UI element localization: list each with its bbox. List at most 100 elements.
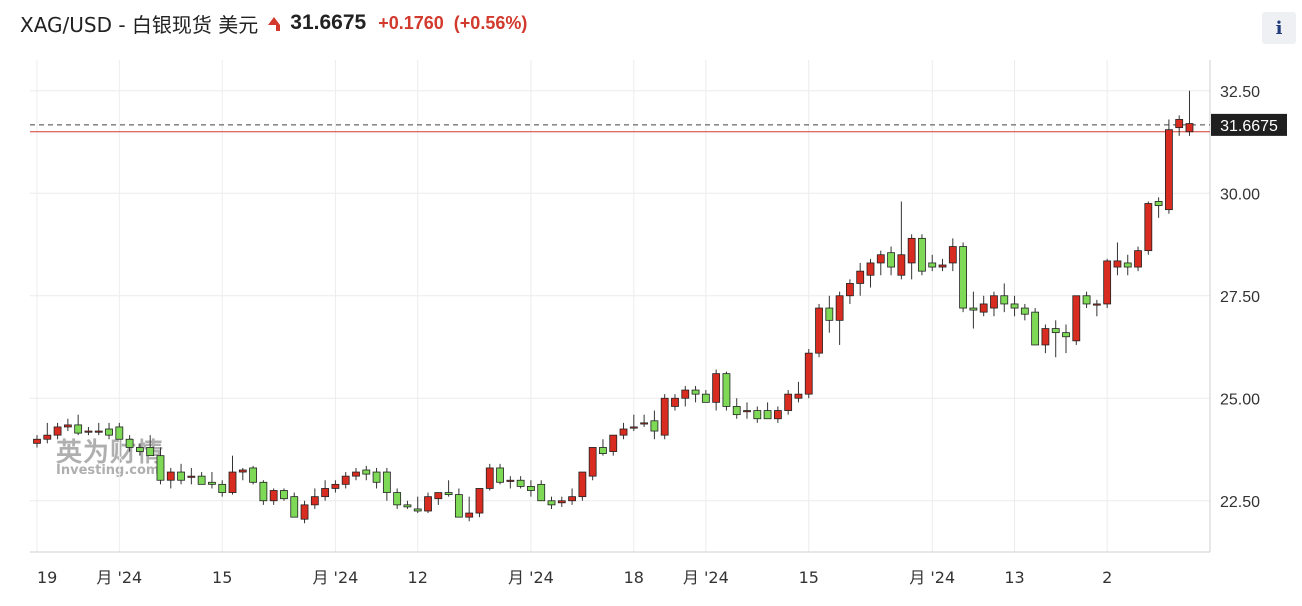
candle-body-up: [619, 428, 628, 436]
x-tick-label: 18: [624, 568, 644, 587]
candle-body-down: [650, 420, 659, 432]
candle: [1154, 197, 1163, 218]
candle: [516, 476, 525, 489]
candle: [166, 467, 175, 489]
candle-body-up: [794, 393, 803, 399]
candle: [1185, 90, 1194, 136]
candle-body-down: [393, 492, 402, 506]
candle-body-up: [310, 496, 319, 506]
candle: [413, 496, 422, 514]
x-tick-label: 月 '24: [683, 568, 729, 587]
candle-body-up: [53, 426, 62, 436]
candle-body-down: [496, 467, 504, 483]
candle: [53, 422, 62, 440]
candle: [290, 492, 299, 518]
candle-body-up: [640, 422, 649, 425]
candle: [784, 390, 793, 415]
candle-body-down: [887, 252, 895, 268]
candle-body-up: [187, 475, 196, 478]
candle-body-down: [208, 481, 216, 485]
candle: [866, 258, 875, 288]
candle: [146, 435, 155, 457]
candle-body-up: [1072, 295, 1081, 342]
candle-body-down: [105, 428, 113, 436]
candle: [1134, 246, 1142, 272]
candle: [434, 492, 443, 505]
candle: [825, 295, 834, 333]
x-tick-label: 13: [1004, 568, 1024, 587]
candle-body-up: [897, 254, 906, 276]
candle: [547, 496, 556, 509]
candle-body-up: [321, 488, 330, 498]
candle-body-down: [1020, 307, 1029, 315]
candle-body-down: [444, 492, 453, 495]
candle-body-up: [588, 447, 597, 477]
candle-body-down: [1031, 311, 1040, 346]
candle-body-up: [671, 397, 679, 407]
candle: [269, 488, 278, 505]
candle: [671, 394, 679, 411]
candle: [321, 480, 330, 501]
candle: [1072, 295, 1081, 345]
candle-body-up: [506, 479, 515, 482]
candle: [403, 500, 412, 509]
candle-body-up: [166, 471, 175, 481]
candle: [454, 488, 463, 518]
candle-body-up: [1113, 260, 1122, 268]
candle: [280, 488, 288, 501]
candle-body-down: [1082, 295, 1091, 305]
candle-body-down: [115, 426, 124, 440]
candle: [1041, 324, 1050, 354]
candle-body-up: [300, 504, 309, 520]
candle: [773, 406, 782, 423]
candle-body-down: [290, 496, 299, 518]
candle: [1165, 119, 1173, 214]
candle-body-up: [1134, 250, 1142, 268]
candle: [352, 467, 360, 481]
candle: [362, 465, 371, 481]
candle-body-up: [990, 295, 998, 309]
candle-body-up: [804, 352, 813, 395]
candle-body-down: [74, 424, 83, 434]
candle: [341, 472, 350, 489]
candle: [475, 488, 484, 518]
candle-body-up: [815, 307, 823, 354]
candle: [496, 463, 504, 485]
candle: [835, 291, 844, 345]
info-button[interactable]: i: [1262, 12, 1296, 44]
candle-body-down: [928, 262, 937, 268]
candle: [105, 422, 113, 440]
candle: [557, 496, 566, 507]
candle-body-up: [784, 393, 793, 411]
candle: [763, 402, 772, 420]
candle-body-up: [33, 438, 41, 444]
candle: [197, 472, 206, 485]
candle: [33, 435, 41, 448]
candle-body-up: [773, 410, 782, 420]
price-change-percent: (+0.56%): [453, 12, 528, 33]
candle-body-down: [969, 307, 978, 311]
candle: [1103, 258, 1112, 309]
candle: [177, 463, 185, 485]
candle-body-down: [763, 410, 772, 420]
candle-body-up: [846, 283, 854, 297]
candle-body-up: [712, 373, 721, 403]
info-icon: i: [1275, 17, 1283, 39]
candle: [846, 279, 854, 304]
candle-body-down: [177, 471, 185, 481]
candle-body-up: [1041, 328, 1050, 346]
candle: [63, 418, 72, 432]
candle-body-down: [959, 246, 967, 309]
candle-body-down: [753, 410, 762, 420]
candle-body-down: [527, 485, 535, 491]
candle: [424, 492, 432, 514]
candle: [876, 250, 885, 276]
x-tick-label: 12: [408, 568, 428, 587]
candle: [94, 422, 103, 436]
candle-body-up: [907, 237, 916, 264]
price-change: +0.1760: [378, 12, 444, 33]
candle-body-up: [660, 397, 669, 436]
candle-body-up: [938, 264, 947, 268]
candle-body-up: [434, 492, 443, 500]
